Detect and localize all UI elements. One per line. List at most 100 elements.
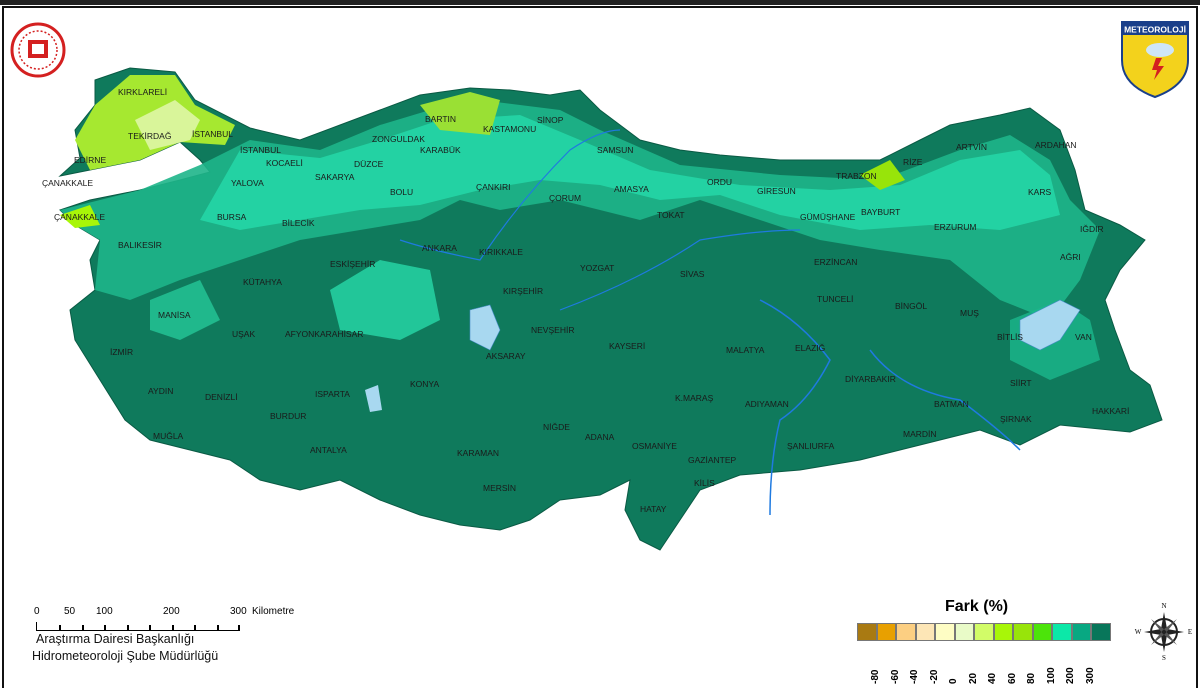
scale-bar: 0 50 100 200 300 Kilometre Araştırma Dai… [32, 606, 314, 676]
city-label: İSTANBUL [240, 145, 281, 155]
svg-text:N: N [1161, 602, 1166, 610]
city-label: AMASYA [614, 184, 649, 194]
city-label: DİYARBAKIR [845, 374, 896, 384]
scale-tick-label: 50 [64, 606, 76, 617]
city-label: EDİRNE [74, 155, 106, 165]
city-label: ESKİŞEHİR [330, 259, 375, 269]
city-label: NİĞDE [543, 422, 570, 432]
legend-swatch [896, 623, 916, 641]
city-label: TUNCELİ [817, 294, 853, 304]
legend-label: -80 [870, 669, 881, 684]
legend-swatch [1071, 623, 1091, 641]
city-label: GÜMÜŞHANE [800, 212, 856, 222]
city-label: YALOVA [231, 178, 264, 188]
city-label: KİLİS [694, 478, 715, 488]
city-label: DÜZCE [354, 159, 384, 169]
scale-tick-label: 0 [34, 606, 40, 617]
city-label: KARAMAN [457, 448, 499, 458]
city-label: NEVŞEHİR [531, 325, 574, 335]
legend-label: 100 [1045, 667, 1057, 684]
svg-text:S: S [1162, 654, 1166, 660]
legend-label: -40 [909, 669, 920, 684]
legend-swatch [954, 623, 974, 641]
city-label: MANİSA [158, 310, 191, 320]
city-label: ANTALYA [310, 445, 347, 455]
city-label: ŞANLIURFA [787, 441, 835, 451]
city-label: ÇANKIRI [476, 182, 510, 192]
city-label: ANKARA [422, 243, 457, 253]
legend-swatch [1013, 623, 1033, 641]
city-label: KONYA [410, 379, 439, 389]
city-label: KIRKLARELİ [118, 87, 167, 97]
legend-swatch [876, 623, 896, 641]
map-land [58, 67, 1163, 551]
city-label: ADANA [585, 432, 615, 442]
legend-swatch [1091, 623, 1111, 641]
city-label: ERZURUM [934, 222, 977, 232]
city-label: ŞIRNAK [1000, 414, 1032, 424]
city-label: AYDIN [148, 386, 173, 396]
legend-label: -20 [928, 669, 940, 684]
legend-label: 0 [948, 678, 959, 684]
city-label: KARS [1028, 187, 1051, 197]
city-label: MALATYA [726, 345, 765, 355]
city-label: RİZE [903, 157, 923, 167]
city-label: MERSİN [483, 483, 516, 493]
city-label: IĞDIR [1080, 224, 1104, 234]
legend-swatch [1032, 623, 1052, 641]
scale-tick-label: 100 [96, 606, 113, 617]
city-label: İZMİR [110, 347, 133, 357]
city-label: SAKARYA [315, 172, 355, 182]
city-label: TEKİRDAĞ [128, 131, 171, 141]
city-label: ZONGULDAK [372, 134, 425, 144]
city-labels: KIRKLARELİ TEKİRDAĞ İSTANBUL EDİRNE İSTANBUL… [42, 87, 1129, 514]
legend-swatch [935, 623, 955, 641]
map-frame [2, 6, 1198, 688]
compass-rose-icon: N S E W [1135, 602, 1192, 660]
city-label: HATAY [640, 504, 667, 514]
scale-tick-label: 200 [163, 606, 180, 617]
city-label: KIRIKKALE [479, 247, 523, 257]
credit-line-1: Araştırma Dairesi Başkanlığı [36, 632, 195, 646]
city-label: KARABÜK [420, 145, 461, 155]
city-label: MUŞ [960, 308, 979, 318]
top-border [0, 0, 1200, 5]
city-label: KOCAELİ [266, 158, 303, 168]
city-label: BARTIN [425, 114, 456, 124]
city-label: ÇORUM [549, 193, 581, 203]
city-label: AĞRI [1060, 252, 1081, 262]
city-label: SİİRT [1010, 378, 1032, 388]
svg-text:W: W [1135, 628, 1142, 636]
city-label: KIRŞEHİR [503, 286, 543, 296]
meteoroloji-shield-logo: METEOROLOJİ [1121, 21, 1189, 99]
legend-swatch [915, 623, 935, 641]
city-label: K.MARAŞ [675, 393, 714, 403]
city-label: ELAZIĞ [795, 343, 825, 353]
city-label: BOLU [390, 187, 413, 197]
city-label: ADIYAMAN [745, 399, 789, 409]
city-label: UŞAK [232, 329, 255, 339]
city-label: AKSARAY [486, 351, 526, 361]
city-label: GAZİANTEP [688, 455, 737, 465]
city-label: BURSA [217, 212, 247, 222]
scale-unit: Kilometre [252, 606, 295, 617]
city-label: BİNGÖL [895, 301, 927, 311]
city-label: KÜTAHYA [243, 277, 282, 287]
legend-title: Fark (%) [945, 598, 1009, 615]
legend-label: 200 [1065, 667, 1076, 684]
city-label: SİNOP [537, 115, 564, 125]
legend-swatch [993, 623, 1013, 641]
city-label: ÇANAKKALE [42, 178, 93, 188]
ministry-emblem-logo [10, 22, 66, 78]
credit-line-2: Hidrometeoroloji Şube Müdürlüğü [32, 649, 219, 663]
city-label: MARDİN [903, 429, 937, 439]
city-label: ISPARTA [315, 389, 350, 399]
city-label: AFYONKARAHİSAR [285, 329, 363, 339]
city-label: VAN [1075, 332, 1092, 342]
city-label: SİVAS [680, 269, 705, 279]
scale-tick-label: 300 [230, 606, 247, 617]
city-label: TOKAT [657, 210, 685, 220]
city-label: YOZGAT [580, 263, 614, 273]
legend-swatch [974, 623, 994, 641]
city-label: BİLECİK [282, 218, 315, 228]
